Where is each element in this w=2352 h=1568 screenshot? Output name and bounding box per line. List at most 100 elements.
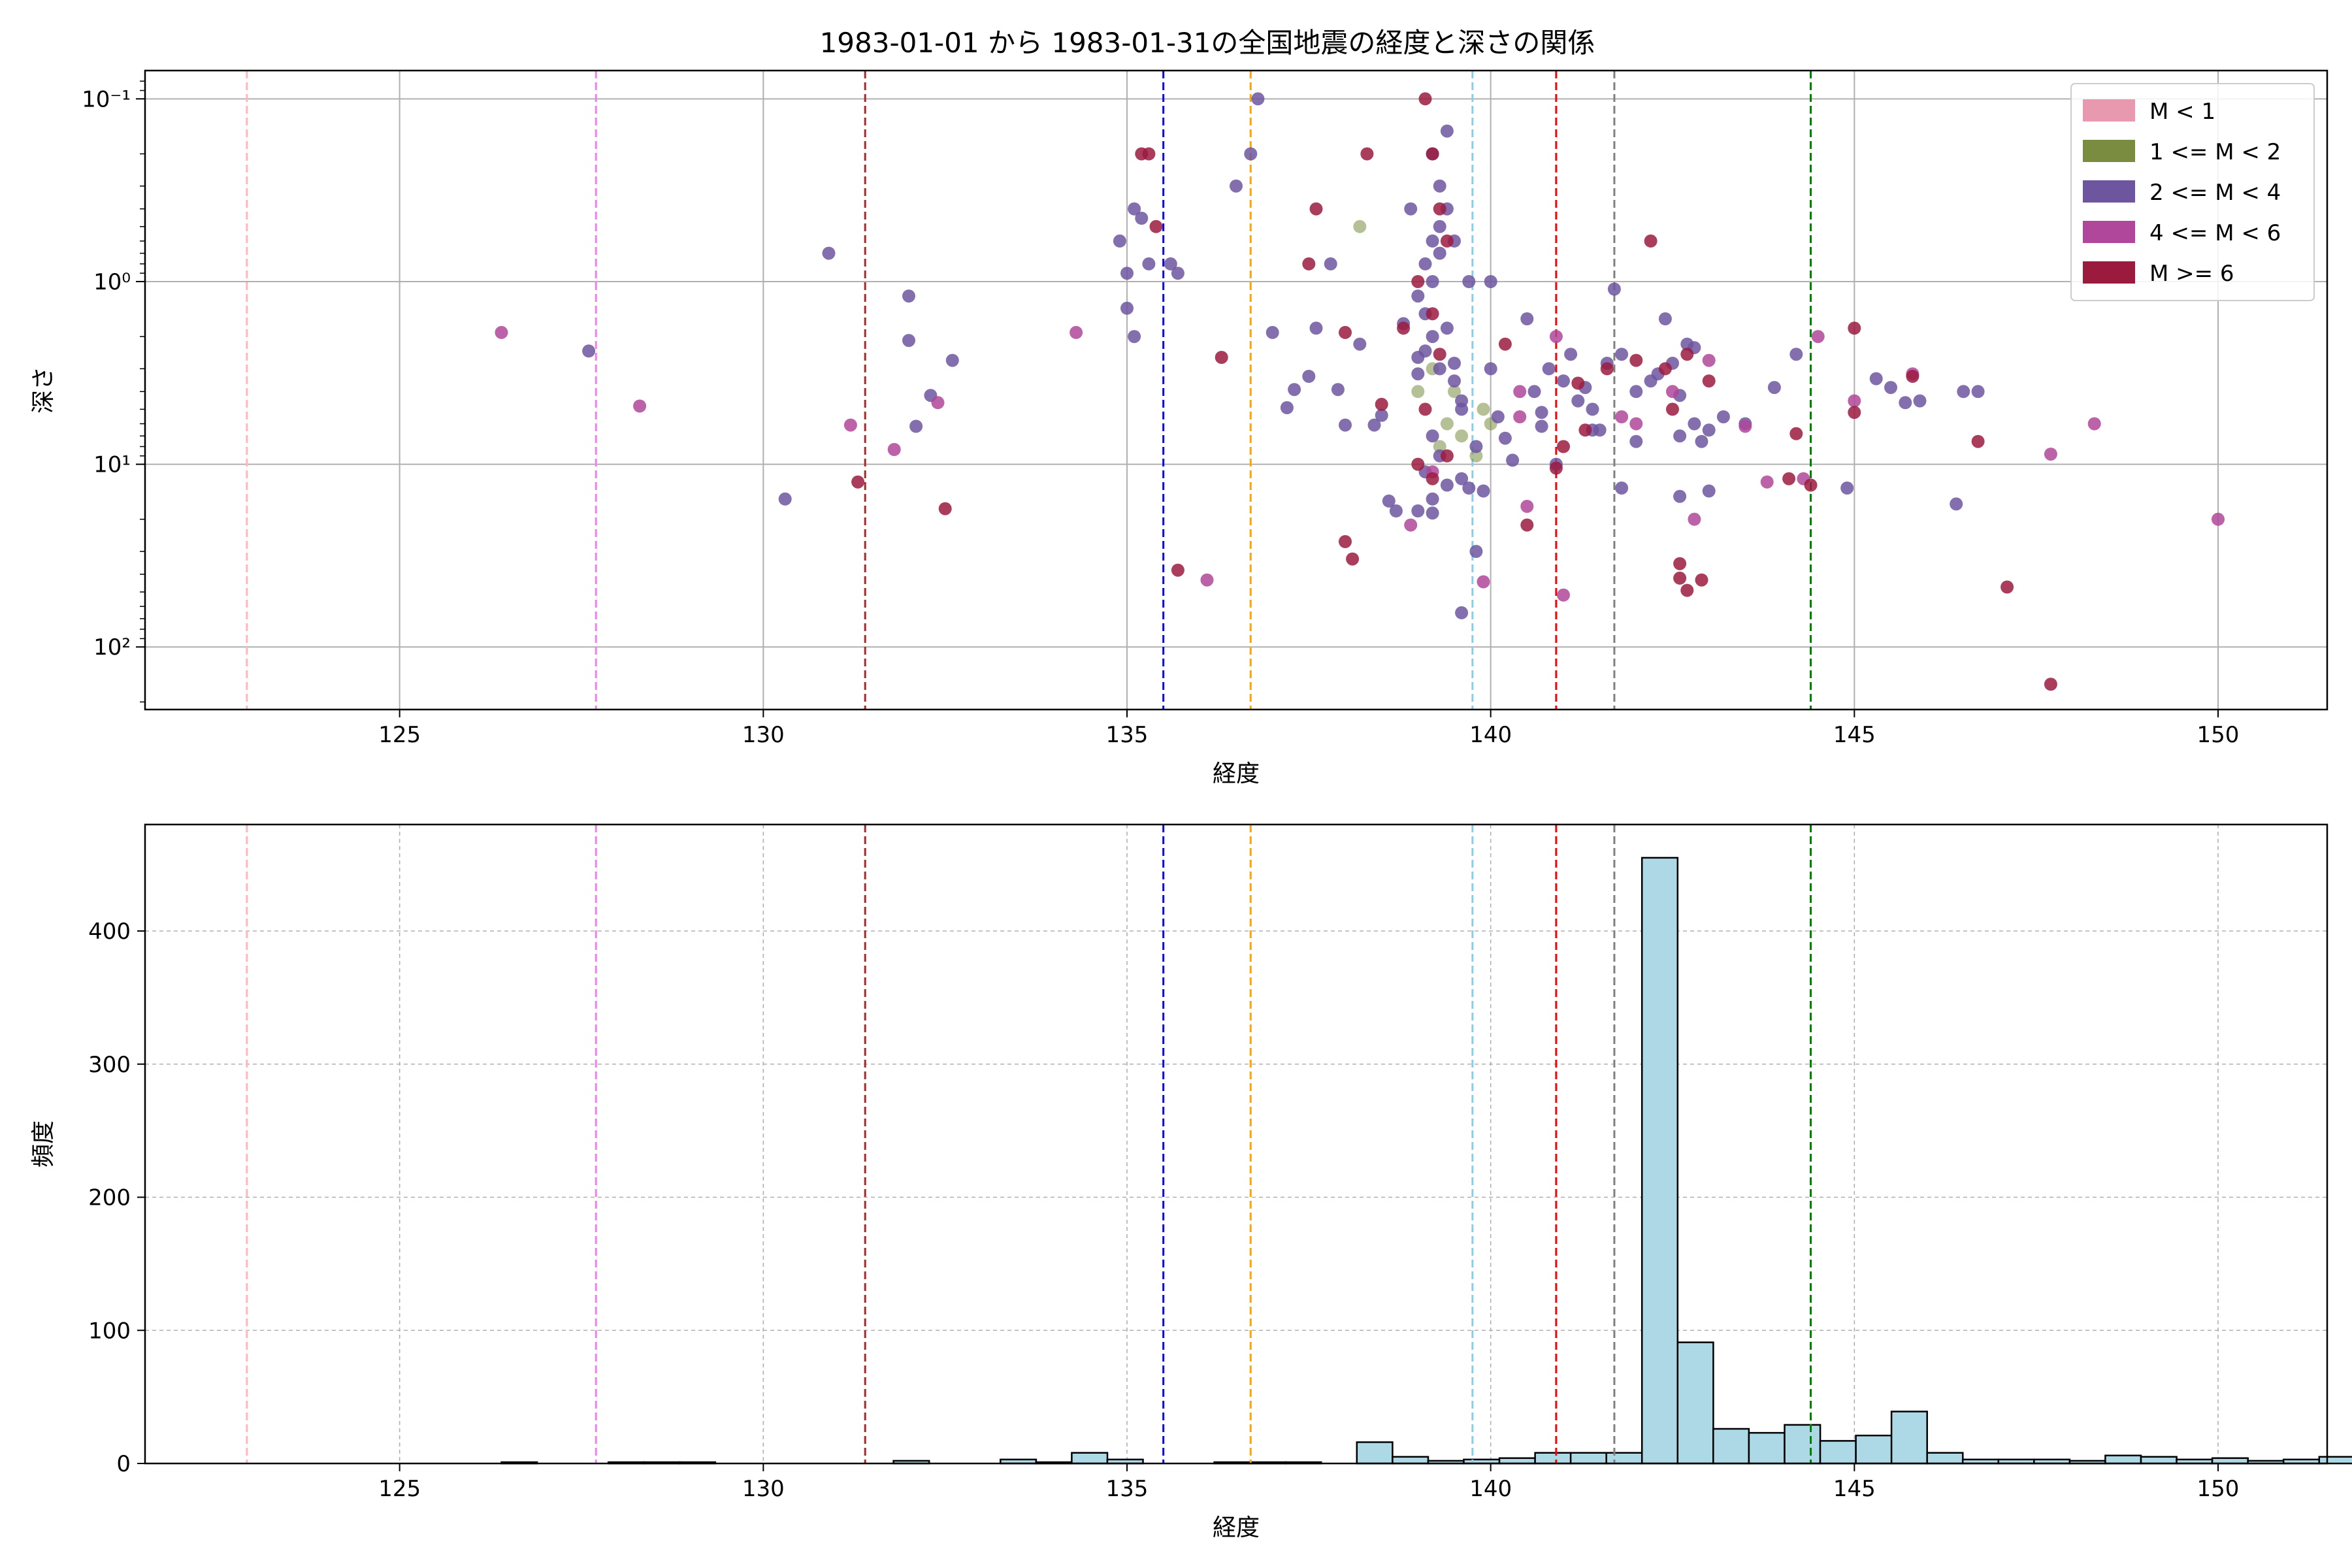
scatter-point xyxy=(822,246,836,260)
hist-bar xyxy=(1784,1424,1821,1465)
scatter-point xyxy=(1906,370,1919,383)
scatter-point xyxy=(843,418,857,432)
scatter-point xyxy=(851,475,865,489)
scatter-point xyxy=(1448,385,1461,399)
scatter-point xyxy=(1557,588,1570,602)
scatter-point xyxy=(1578,423,1592,437)
scatter-point xyxy=(1418,402,1432,416)
scatter-point xyxy=(1950,497,1963,511)
scatter-point xyxy=(1520,312,1534,325)
legend-entry-label: M >= 6 xyxy=(2149,261,2234,287)
scatter-point xyxy=(1462,275,1476,288)
scatter-x-tick-label: 140 xyxy=(1469,722,1512,748)
scatter-point xyxy=(1266,325,1279,339)
hist-x-tick-label: 125 xyxy=(378,1476,421,1502)
scatter-point xyxy=(1695,434,1708,448)
scatter-y-tick-label: 10¹ xyxy=(93,452,131,478)
scatter-point xyxy=(1397,321,1411,335)
scatter-point xyxy=(1455,606,1469,619)
hist-x-tick-label: 140 xyxy=(1469,1476,1512,1502)
scatter-point xyxy=(1324,257,1337,270)
scatter-point xyxy=(1957,385,1970,399)
scatter-point xyxy=(1353,337,1367,351)
scatter-point xyxy=(1469,440,1483,453)
scatter-point xyxy=(1571,394,1585,408)
hist-frame xyxy=(144,823,2328,1465)
scatter-point xyxy=(1426,506,1439,520)
scatter-point xyxy=(1426,234,1439,248)
scatter-point xyxy=(1702,374,1716,388)
scatter-point xyxy=(1564,348,1578,361)
scatter-frame xyxy=(144,69,2328,711)
legend-entry-label: 2 <= M < 4 xyxy=(2149,180,2281,206)
hist-bar xyxy=(1676,1341,1714,1465)
scatter-point xyxy=(1389,504,1403,517)
scatter-point xyxy=(1404,518,1418,532)
scatter-point xyxy=(1426,307,1439,321)
scatter-point xyxy=(1477,575,1490,589)
hist-x-tick-label: 150 xyxy=(2197,1476,2240,1502)
scatter-point xyxy=(2044,448,2057,461)
scatter-point xyxy=(1477,402,1490,416)
scatter-point xyxy=(1477,484,1490,498)
scatter-point xyxy=(1666,385,1679,399)
scatter-point xyxy=(1484,275,1497,288)
scatter-point xyxy=(1426,275,1439,288)
scatter-point xyxy=(938,502,952,515)
scatter-point xyxy=(1411,385,1425,399)
scatter-point xyxy=(1353,220,1367,233)
scatter-point xyxy=(2001,580,2014,594)
scatter-point xyxy=(1230,179,1243,193)
scatter-y-tick-label: 10⁻¹ xyxy=(82,86,131,112)
scatter-point xyxy=(1120,267,1134,280)
legend-entry-label: 1 <= M < 2 xyxy=(2149,139,2281,165)
scatter-point xyxy=(1280,401,1294,414)
scatter-point xyxy=(1629,385,1643,399)
scatter-point xyxy=(1433,440,1446,453)
scatter-point xyxy=(1680,583,1694,597)
hist-bar xyxy=(1641,857,1679,1465)
scatter-point xyxy=(1411,289,1425,303)
hist-bar xyxy=(2140,1456,2178,1465)
scatter-point xyxy=(1411,457,1425,471)
scatter-point xyxy=(1549,461,1563,475)
scatter-point xyxy=(1535,406,1548,419)
scatter-point xyxy=(1440,478,1454,492)
scatter-x-tick-label: 145 xyxy=(1833,722,1876,748)
scatter-point xyxy=(1739,419,1752,433)
scatter-point xyxy=(902,334,915,348)
scatter-point xyxy=(1455,394,1469,408)
scatter-point xyxy=(1309,321,1323,335)
scatter-point xyxy=(1469,545,1483,558)
scatter-point xyxy=(1688,417,1701,431)
scatter-point xyxy=(1811,330,1825,344)
scatter-point xyxy=(1149,220,1163,233)
scatter-point xyxy=(1571,376,1585,390)
scatter-point xyxy=(1607,282,1621,296)
scatter-point xyxy=(1615,482,1629,495)
scatter-point xyxy=(1433,220,1446,233)
scatter-point xyxy=(1702,353,1716,367)
scatter-point xyxy=(1375,397,1388,411)
scatter-point xyxy=(1418,344,1432,358)
scatter-point xyxy=(1557,374,1570,388)
scatter-y-tick-label: 10² xyxy=(93,634,131,661)
scatter-point xyxy=(633,399,647,413)
hist-bar xyxy=(1356,1441,1394,1465)
scatter-point xyxy=(1440,449,1454,463)
scatter-point xyxy=(1680,348,1694,361)
scatter-point xyxy=(1520,518,1534,532)
scatter-point xyxy=(1288,383,1301,397)
scatter-point xyxy=(1462,482,1476,495)
scatter-point xyxy=(1346,552,1360,566)
legend-swatch xyxy=(2083,261,2135,284)
scatter-point xyxy=(1557,440,1570,453)
scatter-point xyxy=(1367,418,1381,432)
scatter-point xyxy=(1702,423,1716,437)
scatter-point xyxy=(1215,351,1228,364)
scatter-y-tick-label: 10⁰ xyxy=(93,269,131,295)
scatter-point xyxy=(582,344,596,358)
scatter-point xyxy=(1426,147,1439,161)
scatter-point xyxy=(2087,417,2101,431)
